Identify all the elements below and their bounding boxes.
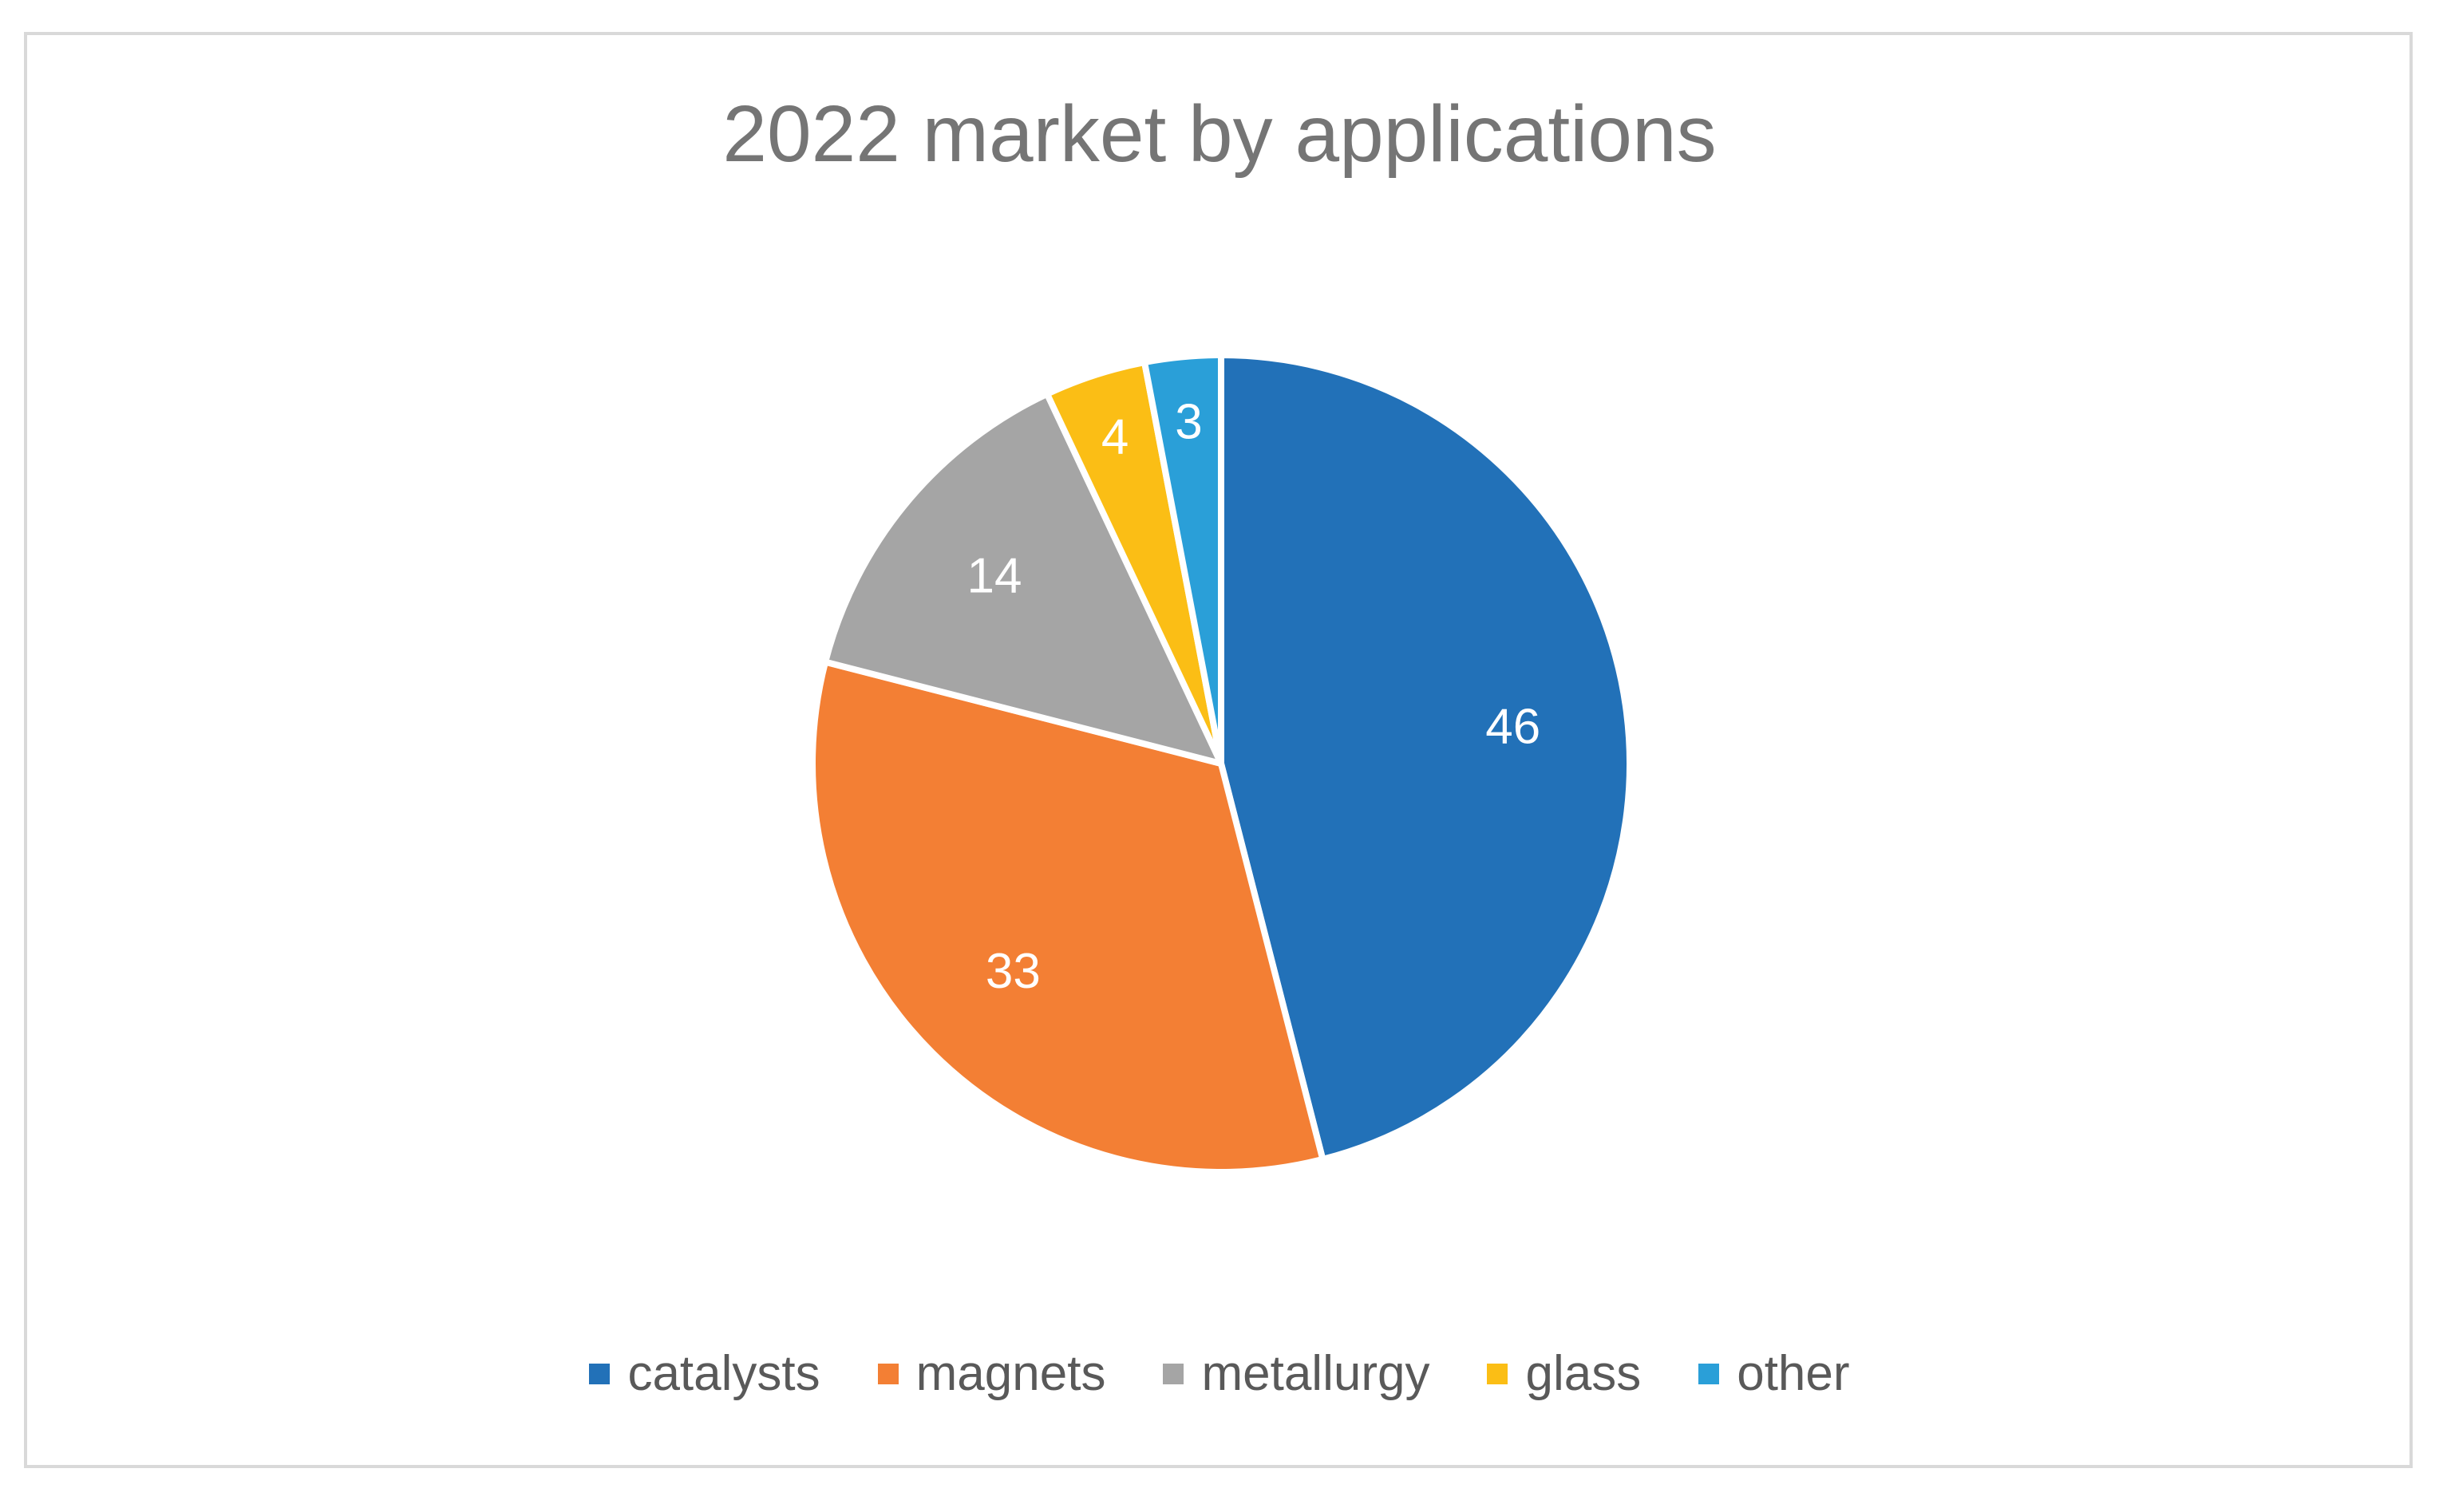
pie-slice-catalysts xyxy=(1218,352,1633,1163)
chart-legend: catalysts magnets metallurgy glass other xyxy=(0,1342,2439,1406)
legend-swatch-magnets xyxy=(877,1364,899,1384)
legend-label-glass: glass xyxy=(1525,1346,1642,1401)
legend-item-glass: glass xyxy=(1487,1349,1641,1399)
legend-swatch-metallurgy xyxy=(1163,1364,1184,1384)
pie-slice-magnets xyxy=(809,658,1326,1175)
legend-swatch-other xyxy=(1698,1364,1720,1384)
pie-slice-other xyxy=(1141,352,1224,767)
legend-item-other: other xyxy=(1698,1346,1850,1401)
pie-slices xyxy=(809,352,1633,1175)
data-label-catalysts: 46 xyxy=(1485,699,1540,754)
data-label-magnets: 33 xyxy=(986,944,1041,999)
pie-slice-metallurgy xyxy=(822,390,1224,767)
chart-title: 2022 market by applications xyxy=(722,89,1717,179)
data-label-glass: 4 xyxy=(1101,409,1129,464)
legend-swatch-glass xyxy=(1487,1364,1508,1384)
legend-item-metallurgy: metallurgy xyxy=(1163,1349,1429,1399)
legend-item-catalysts: catalysts xyxy=(589,1349,820,1399)
data-label-other: 3 xyxy=(1175,394,1202,449)
legend-swatch-catalysts xyxy=(589,1364,611,1384)
legend-label-metallurgy: metallurgy xyxy=(1201,1346,1430,1401)
legend-label-magnets: magnets xyxy=(915,1346,1106,1401)
legend-item-magnets: magnets xyxy=(877,1346,1106,1401)
pie-data-labels: 46 33 14 4 3 xyxy=(967,394,1540,999)
legend-label-catalysts: catalysts xyxy=(627,1346,820,1401)
legend-label-other: other xyxy=(1737,1346,1850,1401)
data-label-metallurgy: 14 xyxy=(967,549,1022,604)
